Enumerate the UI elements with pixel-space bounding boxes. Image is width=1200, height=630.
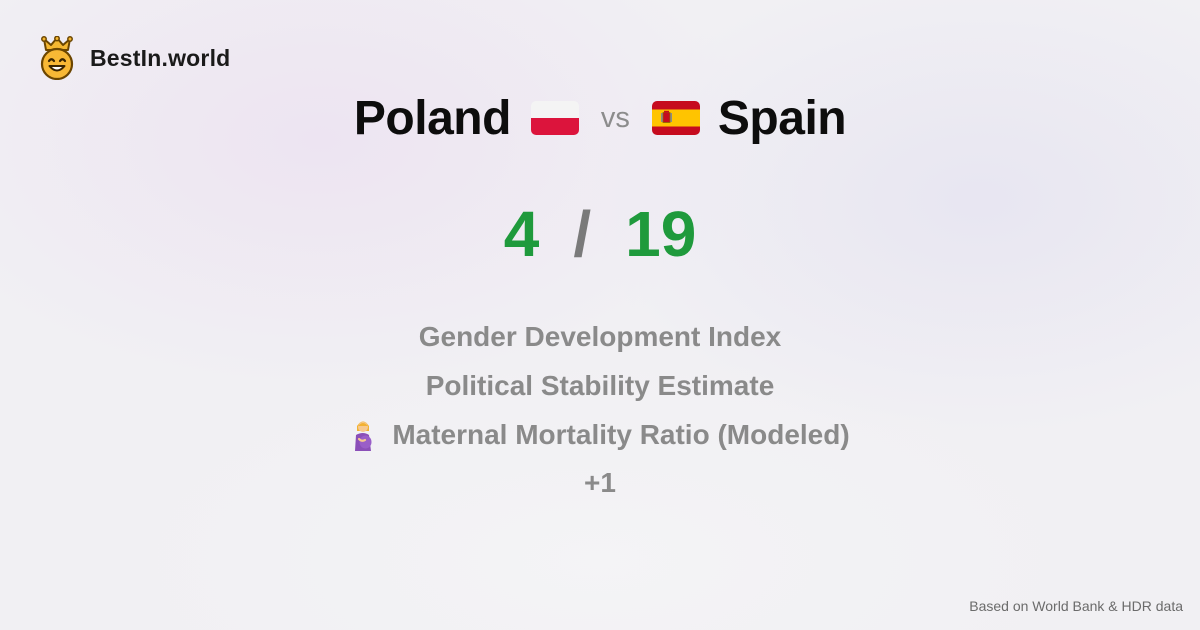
pregnant-woman-icon — [355, 421, 372, 451]
right-score: 19 — [625, 198, 697, 270]
brand-name: BestIn.world — [90, 44, 231, 71]
list-item: Maternal Mortality Ratio (Modeled) — [350, 410, 850, 459]
right-country-name: Spain — [717, 91, 847, 145]
list-item: Gender Development Index — [419, 312, 782, 361]
metric-label: Maternal Mortality Ratio (Modeled) — [392, 418, 850, 450]
list-item: Political Stability Estimate — [426, 361, 775, 410]
data-source-note: Based on World Bank & HDR data — [969, 598, 1183, 614]
metrics-list: Gender Development Index Political Stabi… — [0, 312, 1200, 507]
vs-label: vs — [600, 101, 630, 134]
score-separator: / — [573, 198, 592, 270]
brand-logo[interactable]: BestIn.world — [38, 36, 230, 80]
comparison-headline: Poland vs Spain — [0, 86, 1200, 150]
left-country-name: Poland — [353, 91, 512, 145]
spain-flag-icon — [651, 101, 700, 135]
score-display: 4 / 19 — [0, 192, 1200, 276]
more-metrics-count: +1 — [584, 467, 616, 498]
crowned-smiley-icon — [40, 36, 74, 80]
left-score: 4 — [503, 198, 540, 270]
poland-flag-icon — [530, 101, 579, 135]
metric-label: Gender Development Index — [418, 320, 782, 352]
metric-label: Political Stability Estimate — [425, 369, 775, 401]
